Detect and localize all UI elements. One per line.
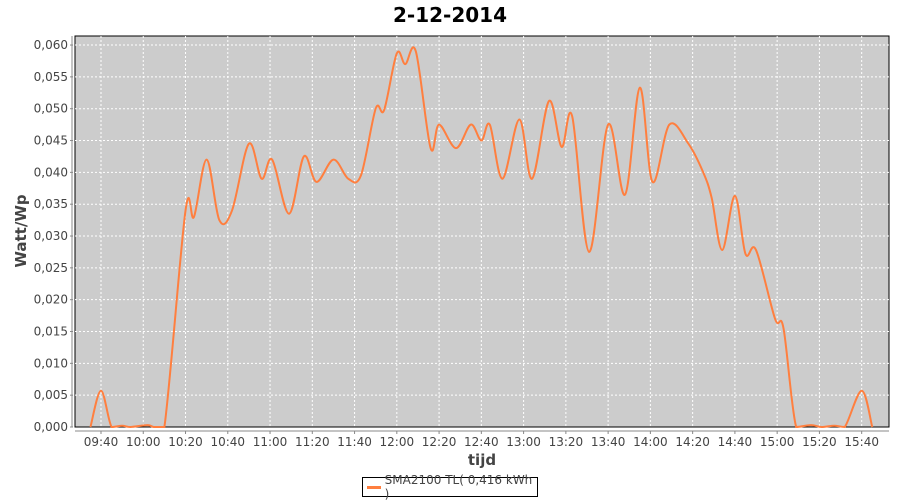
- x-tick-label: 12:40: [464, 435, 499, 449]
- x-tick-label: 12:20: [422, 435, 457, 449]
- x-tick-label: 10:40: [210, 435, 245, 449]
- plot-area: [75, 36, 889, 427]
- y-tick-label: 0,000: [34, 420, 68, 434]
- x-tick-label: 09:40: [84, 435, 119, 449]
- y-tick-label: 0,060: [34, 38, 68, 52]
- y-tick-label: 0,040: [34, 165, 68, 179]
- y-axis-label: Watt/Wp: [12, 194, 30, 267]
- x-tick-label: 15:00: [760, 435, 795, 449]
- x-tick-label: 10:00: [126, 435, 161, 449]
- x-tick-label: 14:40: [718, 435, 753, 449]
- x-tick-label: 11:20: [295, 435, 330, 449]
- legend-swatch: [367, 486, 381, 489]
- x-tick-label: 15:40: [844, 435, 879, 449]
- x-tick-label: 15:20: [802, 435, 837, 449]
- x-tick-label: 13:00: [506, 435, 541, 449]
- y-tick-label: 0,010: [34, 356, 68, 370]
- legend-label: SMA2100 TL( 0,416 kWh ): [385, 473, 537, 501]
- y-tick-label: 0,035: [34, 197, 68, 211]
- x-axis-label: tijd: [468, 451, 496, 469]
- y-tick-label: 0,050: [34, 102, 68, 116]
- x-tick-label: 12:00: [380, 435, 415, 449]
- y-tick-label: 0,030: [34, 229, 68, 243]
- y-tick-label: 0,015: [34, 325, 68, 339]
- x-tick-label: 11:40: [337, 435, 372, 449]
- x-tick-label: 10:20: [168, 435, 203, 449]
- x-tick-label: 11:00: [253, 435, 288, 449]
- y-tick-label: 0,045: [34, 134, 68, 148]
- x-tick-label: 14:20: [675, 435, 710, 449]
- y-tick-label: 0,005: [34, 388, 68, 402]
- y-tick-label: 0,025: [34, 261, 68, 275]
- x-tick-label: 13:20: [549, 435, 584, 449]
- legend: SMA2100 TL( 0,416 kWh ): [362, 477, 538, 497]
- y-tick-label: 0,055: [34, 70, 68, 84]
- y-tick-label: 0,020: [34, 293, 68, 307]
- chart-title: 2-12-2014: [393, 3, 507, 27]
- x-tick-label: 13:40: [591, 435, 626, 449]
- x-tick-label: 14:00: [633, 435, 668, 449]
